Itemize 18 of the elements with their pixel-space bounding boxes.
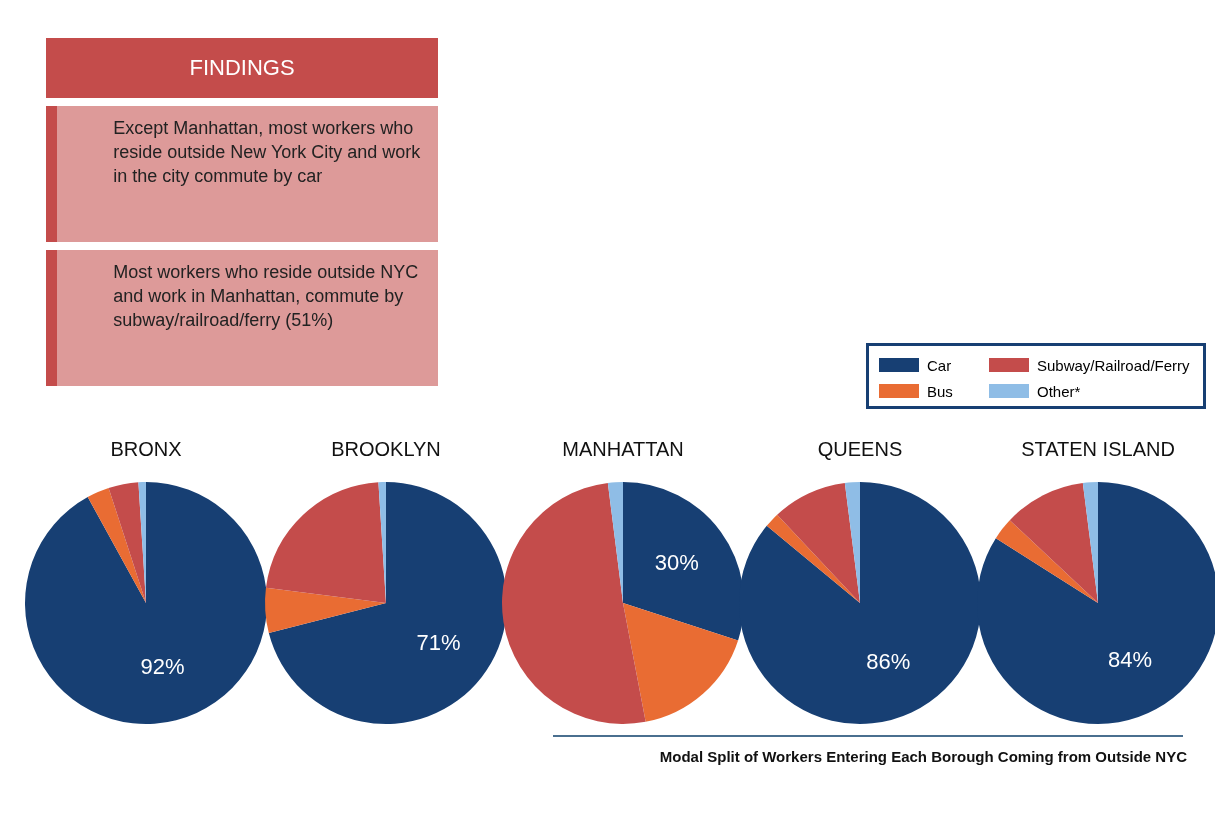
legend-label: Car — [927, 356, 952, 374]
data-label: 84% — [1108, 647, 1153, 673]
legend-label: Subway/Railroad/Ferry — [1037, 356, 1190, 374]
text: Modal Split of Workers Entering Each Borough Coming from Outside NYC — [659, 748, 1187, 765]
chart-title: QUEENS — [816, 438, 904, 462]
data-label: 92% — [140, 653, 185, 679]
chart-title: BROOKLYN — [330, 438, 442, 462]
chart-title: STATEN ISLAND — [1020, 438, 1176, 462]
legend-label: Other* — [1037, 382, 1081, 400]
data-label: 71% — [416, 629, 461, 655]
text: Most workers who reside outside NYC and work in Manhattan, commute by subway/railroad/ferry (51%) — [112, 261, 420, 332]
text: BRONX — [109, 438, 183, 462]
chart-title: MANHATTAN — [561, 438, 685, 462]
data-label: 86% — [866, 649, 911, 675]
text: FINDINGS — [46, 38, 438, 98]
legend-label: Bus — [927, 382, 953, 400]
text: Except Manhattan, most workers who reside outside New York City and work in the city commute by car — [112, 117, 422, 188]
data-label: 30% — [654, 549, 699, 575]
